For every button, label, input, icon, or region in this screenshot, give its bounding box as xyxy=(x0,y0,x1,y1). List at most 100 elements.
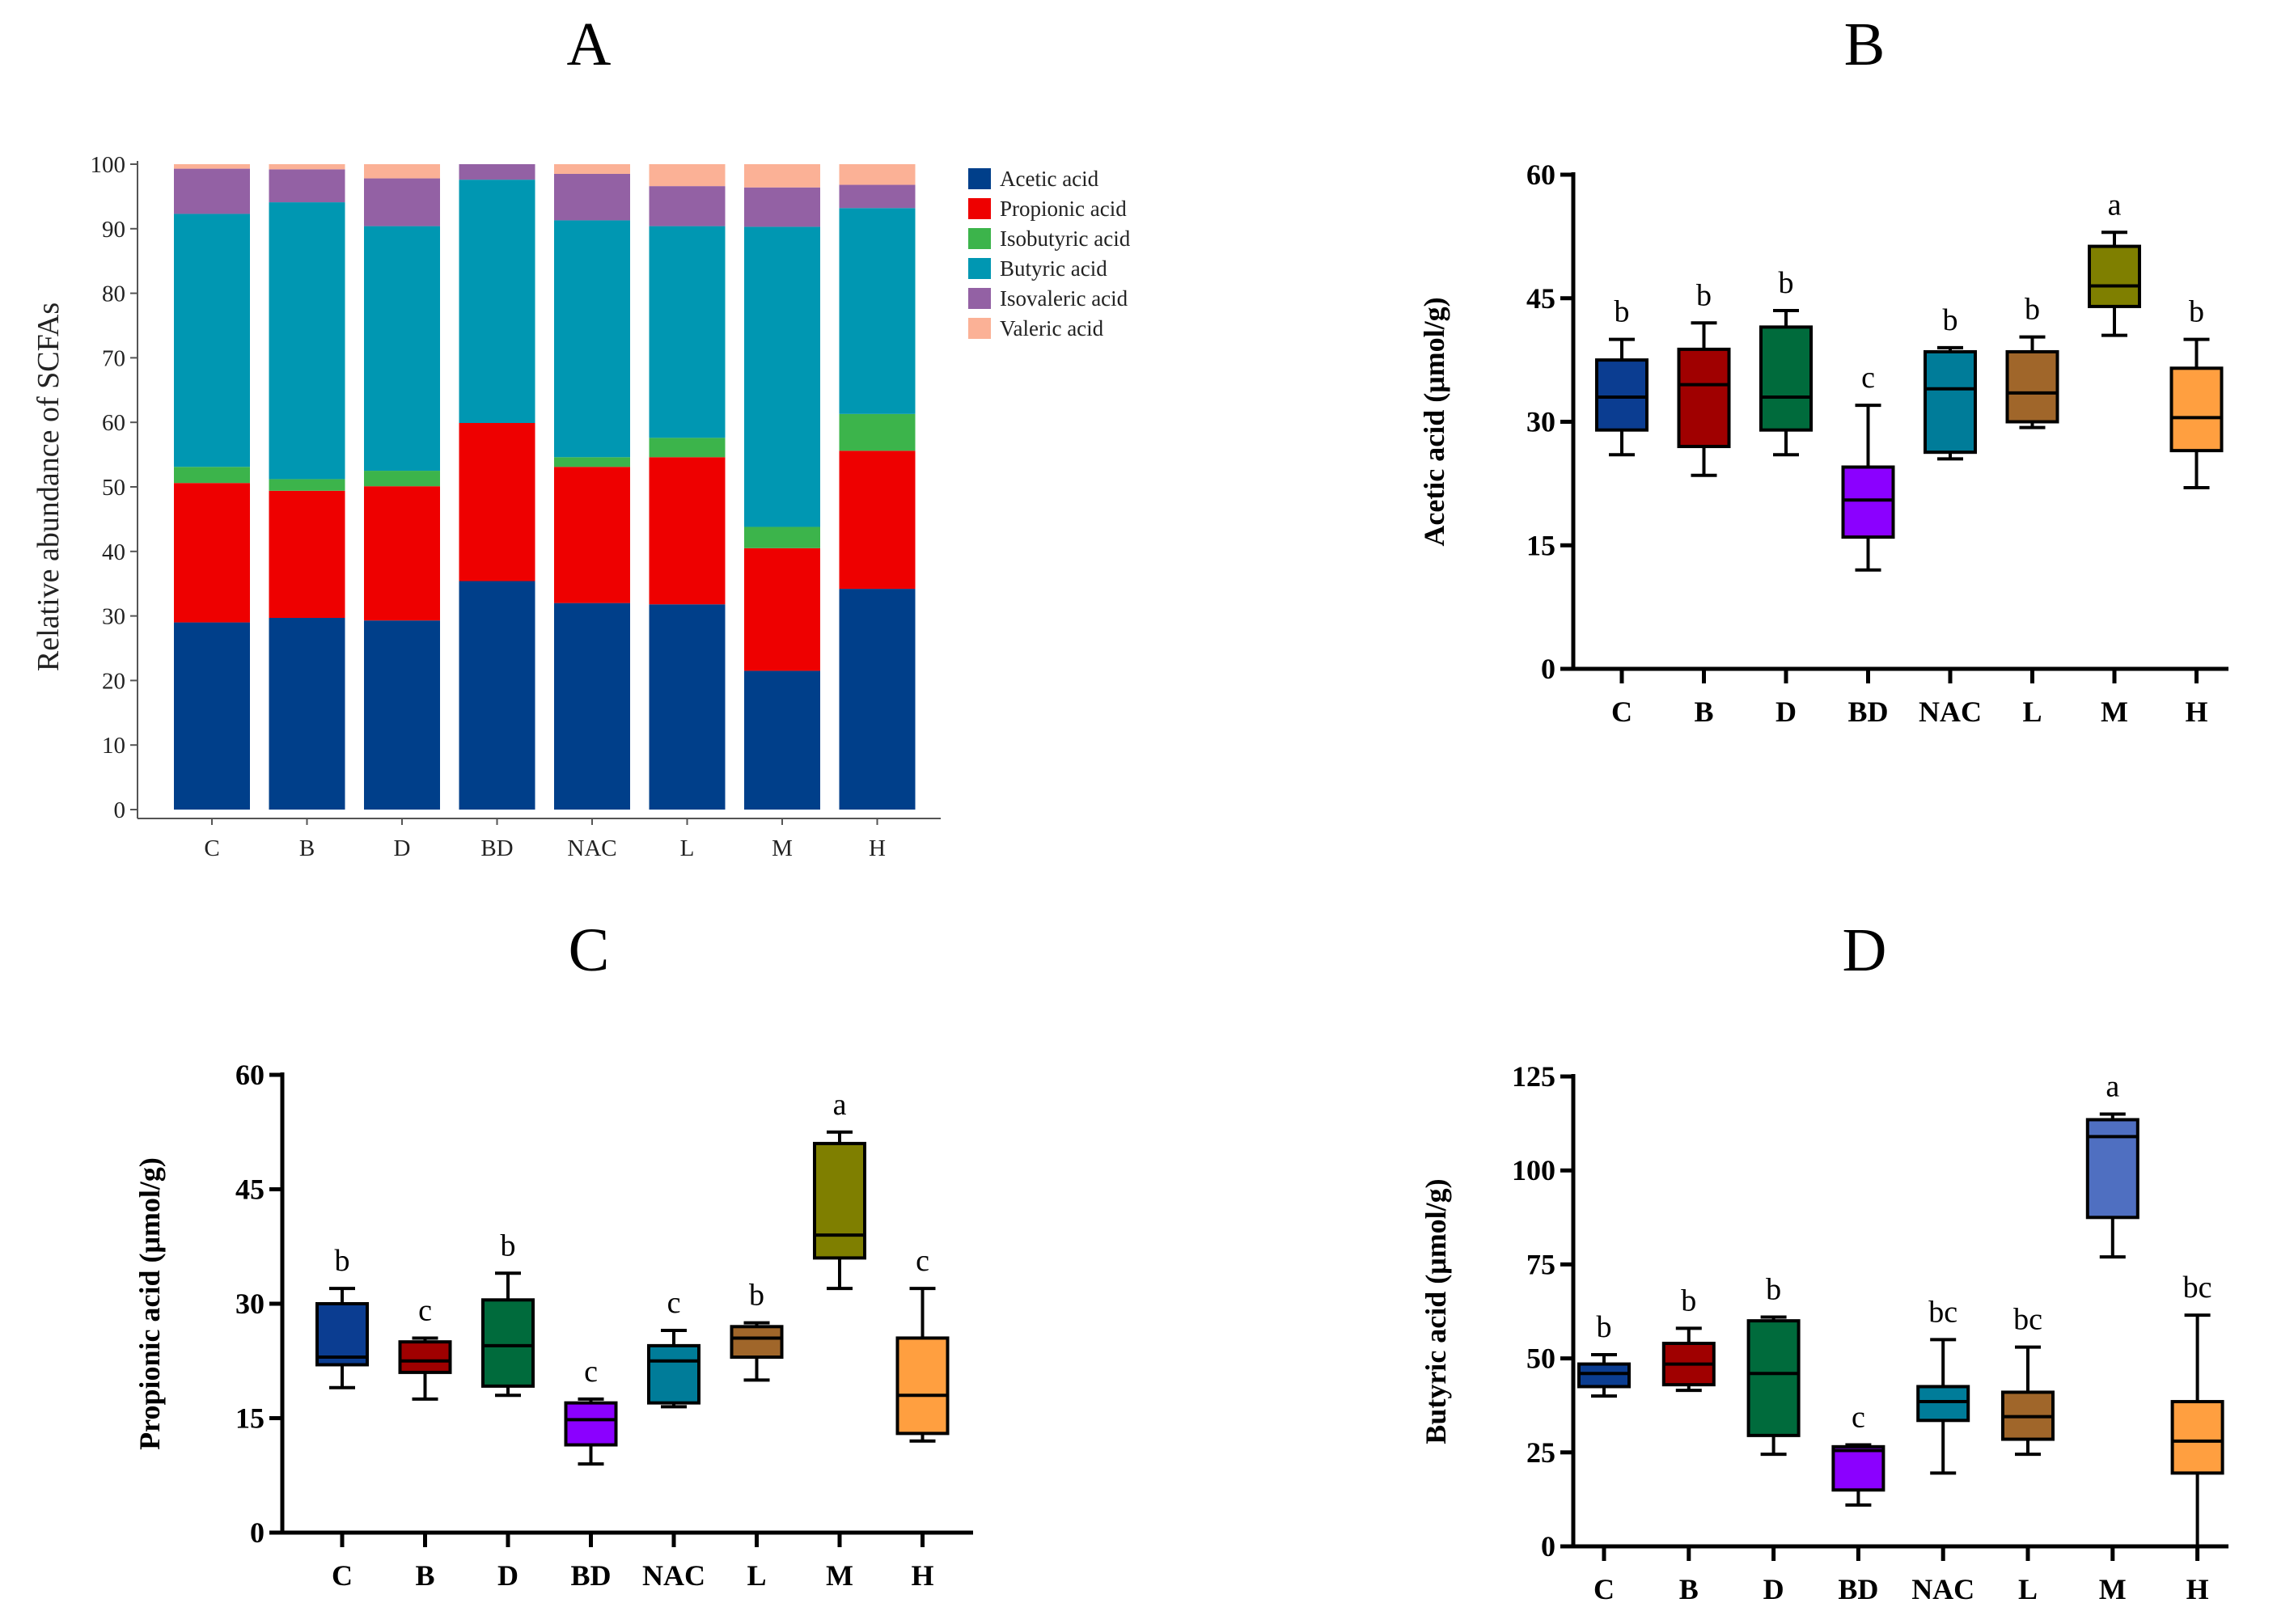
panel-b-box xyxy=(2005,349,2059,424)
panel-b-x-tick-label: C xyxy=(1611,696,1632,728)
panel-a-bar-segment xyxy=(174,214,250,467)
panel-a-y-tick-label: 20 xyxy=(102,668,125,694)
panel-b-sig-letter: c xyxy=(1861,361,1875,395)
panel-a-bar-segment xyxy=(839,164,916,185)
panel-b-x-tick-label: NAC xyxy=(1919,696,1982,728)
panel-c-x-tick-label: BD xyxy=(570,1559,611,1592)
panel-b-sig-letter: b xyxy=(1696,278,1712,312)
panel-a-bar-segment xyxy=(649,164,726,187)
panel-d-y-tick-label: 75 xyxy=(1526,1248,1555,1280)
panel-a-bar-segment xyxy=(839,184,916,209)
panel-c-x-tick-label: NAC xyxy=(642,1559,705,1592)
panel-d-butyric-box: D 0 25 50 75 100 125 Butyric acid (μmol/g) Cb Bb D… xyxy=(1420,916,2228,1605)
panel-a-bar-segment xyxy=(839,589,916,810)
panel-c-box xyxy=(481,1298,535,1388)
panel-a-legend-swatch xyxy=(968,318,991,339)
panel-c-y-tick-label: 45 xyxy=(235,1174,265,1206)
panel-d-sig-letter: b xyxy=(1681,1284,1696,1317)
panel-d-x-tick-label: D xyxy=(1763,1573,1784,1605)
panel-c-propionic-box: C 0 15 30 45 60 Propionic acid (μmol/g) Cb Bc Db B… xyxy=(133,916,973,1592)
panel-a-y-tick-label: 0 xyxy=(114,797,126,823)
panel-a-x-tick-label: M xyxy=(772,835,793,861)
panel-a-y-tick-label: 40 xyxy=(102,539,125,565)
panel-b-sig-letter: b xyxy=(1943,303,1958,337)
panel-a-legend-label: Acetic acid xyxy=(1000,167,1099,191)
panel-a-legend-label: Butyric acid xyxy=(1000,256,1107,281)
panel-b-sig-letter: b xyxy=(2189,295,2204,329)
panel-a-y-tick-label: 70 xyxy=(102,345,125,371)
panel-c-sig-letter: b xyxy=(749,1279,764,1313)
panel-a-bar-segment xyxy=(744,164,820,188)
panel-b-y-tick-label: 15 xyxy=(1526,529,1555,561)
panel-d-x-tick-label: L xyxy=(2018,1573,2038,1605)
panel-b-x-tick-label: B xyxy=(1694,696,1713,728)
panel-a-y-tick-label: 30 xyxy=(102,604,125,630)
panel-d-x-tick-label: C xyxy=(1593,1573,1615,1605)
panel-d-sig-letter: bc xyxy=(2013,1303,2042,1337)
panel-a-x-tick-label: BD xyxy=(480,835,513,861)
panel-d-sig-letter: bc xyxy=(2183,1271,2212,1305)
panel-b-y-tick-label: 0 xyxy=(1541,653,1555,685)
panel-a-bar-segment xyxy=(269,164,345,170)
panel-b-box xyxy=(2169,366,2224,453)
panel-a-bar-segment xyxy=(459,581,535,810)
panel-a-y-label: Relative abundance of SCFAs xyxy=(32,302,66,671)
panel-a-bar-segment xyxy=(839,208,916,414)
panel-a-bar-segment xyxy=(174,622,250,810)
panel-a-legend-swatch xyxy=(968,288,991,309)
panel-b-x-tick-label: D xyxy=(1775,696,1797,728)
panel-c-box xyxy=(813,1141,866,1260)
panel-c-sig-letter: c xyxy=(667,1286,681,1320)
panel-d-sig-letter: b xyxy=(1597,1310,1612,1344)
panel-a-legend-label: Isobutyric acid xyxy=(1000,226,1131,251)
panel-b-x-tick-label: M xyxy=(2101,696,2128,728)
panel-a-bar-segment xyxy=(459,422,535,582)
panel-a-bar-segment xyxy=(554,603,630,810)
panel-a-legend-swatch xyxy=(968,168,991,189)
panel-a-bar-segment xyxy=(649,226,726,438)
panel-c-box xyxy=(315,1302,369,1367)
panel-a-bar-segment xyxy=(554,467,630,603)
panel-a-x-tick-label: L xyxy=(680,835,695,861)
panel-a-y-tick-label: 10 xyxy=(102,733,125,759)
panel-c-sig-letter: c xyxy=(916,1244,929,1278)
panel-a-bar-segment xyxy=(269,479,345,491)
panel-a-bar-segment xyxy=(649,186,726,226)
panel-b-y-tick-label: 60 xyxy=(1526,159,1555,191)
panel-c-box xyxy=(895,1336,950,1436)
panel-a-y-tick-label: 100 xyxy=(91,152,126,178)
panel-a-bar-segment xyxy=(174,164,250,169)
panel-a-bar-segment xyxy=(269,169,345,203)
panel-d-x-tick-label: BD xyxy=(1838,1573,1878,1605)
panel-c-sig-letter: b xyxy=(335,1244,350,1278)
panel-a-bar-segment xyxy=(364,486,440,621)
panel-a-bar-segment xyxy=(744,226,820,527)
panel-c-box xyxy=(398,1340,452,1374)
panel-a-legend-swatch xyxy=(968,198,991,219)
panel-c-x-tick-label: H xyxy=(911,1559,933,1592)
panel-a-stacked-bar: A 0 10 20 30 40 50 60 70 80 90 100 Relative abundanc… xyxy=(32,11,1131,861)
panel-c-y-tick-label: 30 xyxy=(235,1288,265,1320)
panel-a-x-tick-label: D xyxy=(394,835,411,861)
panel-a-bar-segment xyxy=(364,471,440,487)
panel-a-bar-segment xyxy=(744,548,820,671)
panel-a-bar-segment xyxy=(839,413,916,451)
panel-a-bar-segment xyxy=(554,164,630,174)
panel-a-legend-label: Isovaleric acid xyxy=(1000,286,1128,311)
panel-d-y-tick-label: 0 xyxy=(1541,1530,1555,1563)
panel-c-x-tick-label: B xyxy=(415,1559,434,1592)
panel-a-bar-segment xyxy=(174,467,250,484)
panel-a-legend-label: Propionic acid xyxy=(1000,197,1127,221)
panel-b-sig-letter: a xyxy=(2108,188,2122,222)
panel-c-y-tick-label: 15 xyxy=(235,1402,265,1435)
panel-c-box xyxy=(730,1325,784,1360)
panel-b-y-tick-label: 30 xyxy=(1526,406,1555,438)
panel-a-legend-swatch xyxy=(968,228,991,249)
panel-a-title: A xyxy=(567,11,612,78)
panel-b-y-label: Acetic acid (μmol/g) xyxy=(1418,297,1450,546)
panel-b-x-tick-label: H xyxy=(2185,696,2207,728)
panel-a-y-tick-label: 90 xyxy=(102,217,125,243)
panel-d-box xyxy=(2170,1400,2224,1475)
panel-c-x-tick-label: L xyxy=(747,1559,766,1592)
panel-a-bar-segment xyxy=(744,670,820,810)
